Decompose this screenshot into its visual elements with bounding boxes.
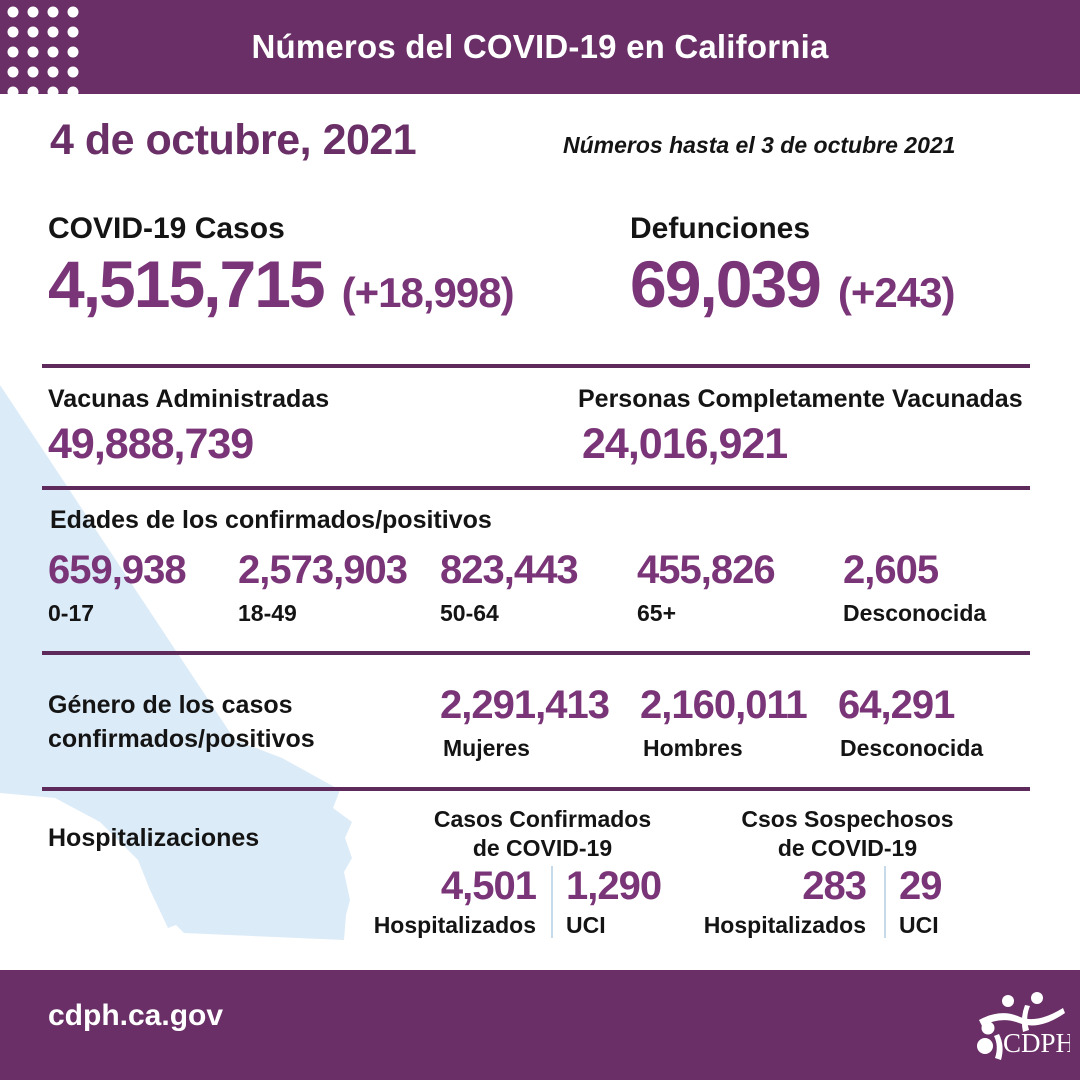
value-divider <box>884 866 886 938</box>
gender-label-line2: confirmados/positivos <box>48 725 315 753</box>
cdph-logo: CDPH <box>977 992 1070 1060</box>
gender-group-value: 64,291 <box>838 683 955 727</box>
value-divider <box>551 866 553 938</box>
confirmed-cases-header: Casos Confirmados de COVID-19 <box>415 805 670 863</box>
gender-label-line1: Género de los casos <box>48 691 293 719</box>
section-divider <box>42 364 1030 368</box>
header-bar: Números del COVID-19 en California <box>0 0 1080 94</box>
cases-value: 4,515,715 <box>48 247 326 321</box>
hospitalizations-section-label: Hospitalizaciones <box>48 824 260 852</box>
gender-group-value: 2,291,413 <box>440 683 610 727</box>
vaccines-administered-label: Vacunas Administradas <box>48 385 330 413</box>
cases-delta: (+18,998) <box>341 269 515 316</box>
vaccines-administered-value: 49,888,739 <box>48 420 254 468</box>
gender-group-label: Mujeres <box>443 735 530 761</box>
section-divider <box>42 787 1030 791</box>
age-group-label: 18-49 <box>238 600 297 626</box>
suspected-header-line2: de COVID-19 <box>777 835 918 861</box>
section-divider <box>42 651 1030 655</box>
age-group-value: 823,443 <box>440 548 579 592</box>
footer-bar <box>0 970 1080 1080</box>
cases-label: COVID-19 Casos <box>48 212 285 245</box>
dot-grid-pattern-icon <box>7 6 79 94</box>
confirmed-hospitalized-label: Hospitalizados <box>373 912 536 938</box>
suspected-cases-header: Csos Sospechosos de COVID-19 <box>715 805 980 863</box>
deaths-label: Defunciones <box>630 212 811 245</box>
suspected-icu-label: UCI <box>899 912 939 938</box>
confirmed-header-line1: Casos Confirmados <box>433 806 652 832</box>
fully-vaccinated-label: Personas Completamente Vacunadas <box>578 385 1023 413</box>
suspected-header-line1: Csos Sospechosos <box>741 806 954 832</box>
age-group-label: 65+ <box>637 600 677 626</box>
suspected-hospitalized-value: 283 <box>802 864 867 908</box>
california-silhouette <box>0 385 352 940</box>
footer-website-text: cdph.ca.gov <box>48 999 224 1032</box>
confirmed-icu-label: UCI <box>566 912 606 938</box>
deaths-value: 69,039 <box>630 247 822 321</box>
age-group-value: 659,938 <box>48 548 187 592</box>
ages-section-label: Edades de los confirmados/positivos <box>50 506 492 534</box>
confirmed-icu-value: 1,290 <box>566 864 662 908</box>
section-divider <box>42 486 1030 490</box>
gender-group-value: 2,160,011 <box>640 683 808 727</box>
cdph-logo-text: CDPH <box>1003 1028 1070 1058</box>
report-date: 4 de octubre, 2021 <box>50 116 417 164</box>
confirmed-hospitalized-value: 4,501 <box>440 864 537 908</box>
page-title: Números del COVID-19 en California <box>251 28 829 65</box>
age-group-value: 2,573,903 <box>238 548 408 592</box>
age-group-value: 2,605 <box>843 548 939 592</box>
suspected-hospitalized-label: Hospitalizados <box>703 912 866 938</box>
fully-vaccinated-value: 24,016,921 <box>582 420 788 468</box>
age-group-label: Desconocida <box>843 600 987 626</box>
age-group-value: 455,826 <box>637 548 776 592</box>
age-group-label: 50-64 <box>440 600 499 626</box>
cases-value-row: 4,515,715 (+18,998) <box>48 246 515 322</box>
deaths-value-row: 69,039 (+243) <box>630 246 956 322</box>
gender-group-label: Desconocida <box>840 735 984 761</box>
deaths-delta: (+243) <box>837 269 956 316</box>
age-group-label: 0-17 <box>48 600 95 626</box>
suspected-icu-value: 29 <box>899 864 942 908</box>
confirmed-header-line2: de COVID-19 <box>472 835 613 861</box>
gender-group-label: Hombres <box>643 735 743 761</box>
gender-section-label: Género de los casos confirmados/positivo… <box>48 688 315 756</box>
data-as-of-note: Números hasta el 3 de octubre 2021 <box>563 132 956 158</box>
